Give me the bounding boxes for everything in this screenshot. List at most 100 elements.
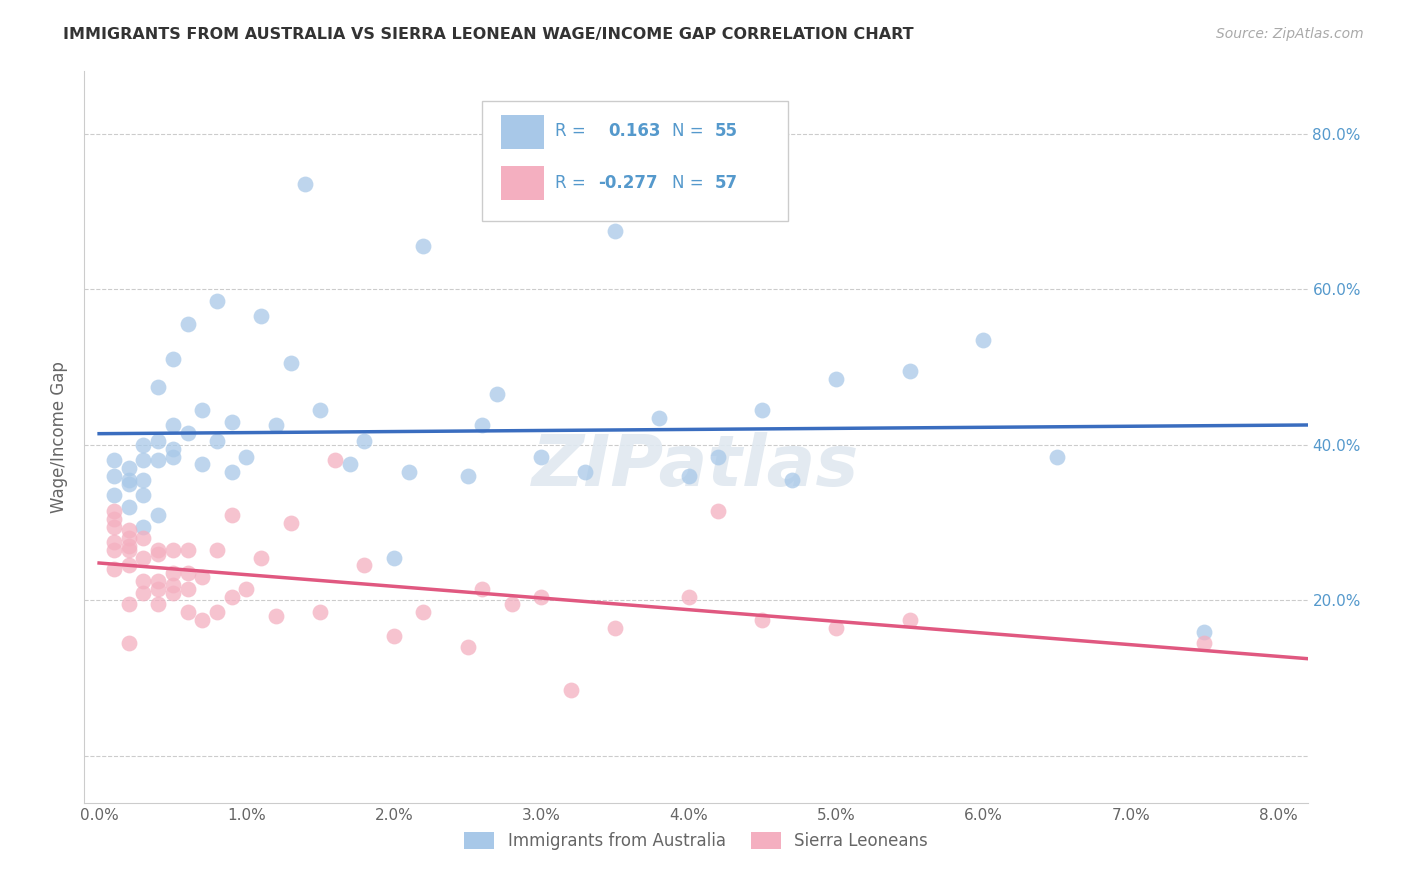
Point — [132, 550, 155, 565]
Point — [235, 582, 257, 596]
Point — [117, 542, 139, 557]
Point — [264, 609, 287, 624]
Point — [205, 293, 228, 308]
Point — [176, 582, 198, 596]
Point — [339, 458, 361, 472]
Point — [117, 473, 139, 487]
Point — [176, 426, 198, 441]
Point — [117, 539, 139, 553]
Point — [191, 613, 214, 627]
Point — [176, 605, 198, 619]
Point — [162, 352, 184, 367]
Point — [146, 547, 169, 561]
Point — [146, 574, 169, 588]
Point — [146, 582, 169, 596]
Point — [162, 585, 184, 599]
Point — [309, 402, 332, 417]
Point — [898, 613, 921, 627]
Point — [103, 562, 125, 576]
Point — [191, 402, 214, 417]
Point — [603, 224, 626, 238]
Point — [353, 558, 375, 573]
Point — [176, 542, 198, 557]
Point — [117, 598, 139, 612]
Y-axis label: Wage/Income Gap: Wage/Income Gap — [51, 361, 69, 513]
Point — [103, 519, 125, 533]
Point — [191, 458, 214, 472]
Text: 55: 55 — [714, 122, 737, 140]
Point — [146, 453, 169, 467]
Point — [412, 605, 434, 619]
Point — [146, 598, 169, 612]
Text: R =: R = — [555, 122, 596, 140]
Point — [117, 636, 139, 650]
Point — [117, 558, 139, 573]
Point — [648, 410, 671, 425]
Point — [146, 508, 169, 522]
Point — [707, 450, 730, 464]
Point — [294, 177, 316, 191]
Point — [280, 516, 302, 530]
FancyBboxPatch shape — [502, 114, 544, 149]
Point — [751, 402, 773, 417]
Point — [132, 519, 155, 533]
Text: R =: R = — [555, 174, 586, 192]
Point — [751, 613, 773, 627]
Point — [162, 542, 184, 557]
Point — [471, 418, 494, 433]
Point — [309, 605, 332, 619]
Point — [117, 461, 139, 475]
Point — [132, 488, 155, 502]
Point — [117, 531, 139, 545]
Point — [382, 628, 405, 642]
Point — [162, 418, 184, 433]
Point — [132, 574, 155, 588]
Point — [471, 582, 494, 596]
Point — [162, 450, 184, 464]
Point — [574, 465, 596, 479]
Point — [205, 542, 228, 557]
Point — [103, 512, 125, 526]
Point — [146, 379, 169, 393]
Point — [117, 500, 139, 515]
Point — [250, 310, 273, 324]
Point — [412, 239, 434, 253]
Point — [221, 508, 243, 522]
FancyBboxPatch shape — [502, 166, 544, 200]
Point — [162, 442, 184, 456]
Point — [323, 453, 346, 467]
Point — [560, 683, 582, 698]
Legend: Immigrants from Australia, Sierra Leoneans: Immigrants from Australia, Sierra Leonea… — [457, 825, 935, 856]
Point — [103, 535, 125, 549]
Point — [825, 621, 848, 635]
Point — [191, 570, 214, 584]
Point — [205, 434, 228, 448]
Point — [103, 504, 125, 518]
Point — [457, 640, 479, 655]
Point — [678, 469, 700, 483]
Text: IMMIGRANTS FROM AUSTRALIA VS SIERRA LEONEAN WAGE/INCOME GAP CORRELATION CHART: IMMIGRANTS FROM AUSTRALIA VS SIERRA LEON… — [63, 27, 914, 42]
Point — [1194, 624, 1216, 639]
Point — [972, 333, 994, 347]
Text: 57: 57 — [714, 174, 737, 192]
Point — [898, 364, 921, 378]
Point — [707, 504, 730, 518]
Point — [162, 566, 184, 581]
Point — [176, 566, 198, 581]
Point — [103, 453, 125, 467]
Text: -0.277: -0.277 — [598, 174, 658, 192]
Point — [146, 542, 169, 557]
Point — [603, 621, 626, 635]
Point — [162, 578, 184, 592]
Point — [132, 531, 155, 545]
Text: 0.163: 0.163 — [607, 122, 661, 140]
Point — [176, 318, 198, 332]
Point — [457, 469, 479, 483]
Point — [1046, 450, 1069, 464]
Point — [132, 438, 155, 452]
Point — [264, 418, 287, 433]
Point — [103, 469, 125, 483]
Point — [117, 524, 139, 538]
Text: ZIPatlas: ZIPatlas — [533, 432, 859, 500]
Point — [485, 387, 508, 401]
